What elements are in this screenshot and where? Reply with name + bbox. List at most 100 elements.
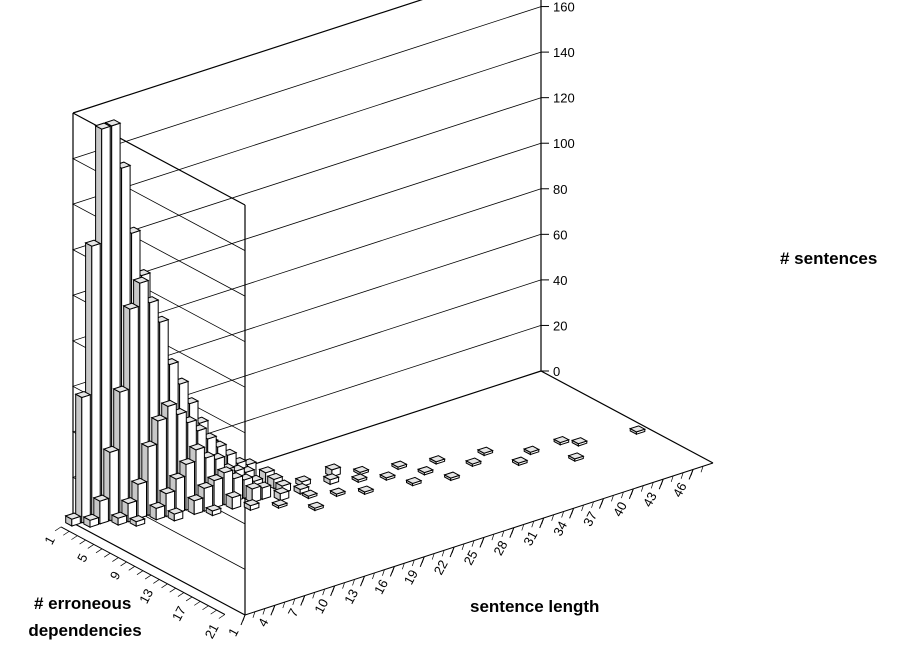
bar-top	[104, 119, 122, 127]
bar-top	[628, 425, 647, 433]
x-minor-tick	[262, 608, 266, 615]
bar-top	[110, 511, 128, 519]
y-minor-tick	[71, 535, 78, 540]
bar-len18-err9	[307, 501, 325, 512]
bar-top	[357, 485, 375, 493]
x-minor-tick	[441, 550, 445, 557]
bar-top	[266, 472, 284, 481]
y-minor-tick	[103, 552, 111, 558]
x-tick-label-25: 25	[461, 548, 481, 568]
y-axis-title: # erroneous dependencies	[28, 594, 141, 640]
bar-len19-err6	[292, 482, 310, 495]
y-minor-tick	[185, 596, 193, 602]
bar-len42-err12	[570, 437, 589, 447]
bar-top	[128, 515, 146, 523]
x-tick-label-40: 40	[610, 499, 630, 519]
bar-top	[428, 455, 446, 463]
bar-len41-err11	[552, 435, 570, 446]
bar-top	[224, 491, 242, 499]
x-minor-tick	[431, 553, 435, 560]
bar-top	[390, 460, 408, 468]
x-tick-label-34: 34	[550, 519, 570, 539]
y-tick-label-5: 5	[74, 551, 91, 564]
bar-top	[476, 446, 494, 454]
bar-top	[204, 504, 223, 512]
x-minor-tick	[272, 605, 276, 612]
x-tick-label-31: 31	[520, 528, 540, 548]
x-axis-line	[244, 462, 714, 616]
x-minor-tick	[352, 579, 355, 586]
x-minor-tick	[491, 534, 495, 541]
y-minor-tick	[153, 579, 160, 584]
x-minor-tick	[690, 469, 694, 476]
bar-len26-err8	[378, 471, 397, 482]
bar-top	[307, 501, 325, 509]
y-minor-tick	[169, 587, 176, 593]
y-minor-tick	[136, 570, 144, 575]
bar-top	[522, 445, 541, 453]
x-minor-tick	[511, 527, 515, 534]
y-minor-tick	[112, 557, 119, 562]
bar-side	[75, 393, 83, 524]
z-tick-label-0: 0	[553, 364, 560, 379]
bar-top	[301, 489, 319, 497]
x-minor-tick	[392, 566, 395, 573]
bar-top	[258, 466, 276, 474]
bar-top	[186, 494, 204, 502]
bar-len31-err8	[428, 455, 446, 465]
y-minor-tick	[177, 592, 185, 597]
z-tick-label-120: 120	[553, 91, 575, 106]
x-minor-tick	[401, 563, 405, 570]
z-tick-label-60: 60	[553, 227, 567, 242]
bar-top	[352, 465, 370, 473]
bar-len17-err6	[272, 487, 291, 502]
x-minor-tick	[650, 482, 654, 489]
bar-front	[213, 477, 224, 509]
bar-len1-err0	[64, 512, 82, 527]
bar-len8-err4	[166, 507, 185, 522]
bar-top	[567, 452, 585, 460]
bar-top	[150, 414, 168, 422]
y-minor-tick	[161, 583, 168, 589]
bar-top	[148, 501, 166, 509]
left-floor-edge	[72, 522, 246, 616]
x-minor-tick	[640, 485, 644, 492]
z-tick-label-40: 40	[553, 273, 567, 288]
x-tick-label-37: 37	[580, 509, 600, 529]
x-minor-tick	[501, 530, 505, 538]
x-minor-tick	[312, 592, 316, 599]
y-minor-tick	[144, 574, 152, 580]
x-minor-tick	[591, 501, 594, 508]
bar-top	[552, 435, 570, 444]
bar-top	[132, 276, 150, 284]
y-minor-tick	[194, 601, 201, 606]
x-minor-tick	[601, 498, 604, 505]
y-axis-title-line-1: # erroneous	[34, 594, 131, 613]
right-floor-edge	[540, 370, 714, 464]
z-tick-label-140: 140	[553, 45, 575, 60]
x-tick-label-4: 4	[255, 616, 272, 629]
z-tick-label-160: 160	[553, 0, 575, 15]
bar-len47-err13	[628, 425, 647, 436]
x-tick-label-46: 46	[670, 480, 690, 500]
bar-len24-err7	[350, 473, 368, 484]
bar-len14-err6	[243, 499, 261, 512]
x-tick-label-10: 10	[311, 596, 331, 616]
bar-len25-err6	[352, 465, 370, 476]
x-minor-tick	[621, 491, 624, 499]
y-minor-tick	[54, 526, 62, 532]
bar-len35-err9	[476, 446, 494, 457]
gridline-120	[71, 97, 542, 343]
bar-front	[91, 242, 101, 521]
x-minor-tick	[332, 585, 335, 593]
x-minor-tick	[680, 472, 684, 479]
bar-top	[196, 481, 214, 489]
bar-len36-err12	[511, 456, 529, 467]
z-tick-label-80: 80	[553, 182, 567, 197]
gridlines	[71, 6, 542, 570]
bar-front	[175, 475, 185, 514]
back-top-edge	[72, 0, 423, 114]
chart-frame	[72, 0, 714, 616]
bar-top	[122, 302, 140, 310]
